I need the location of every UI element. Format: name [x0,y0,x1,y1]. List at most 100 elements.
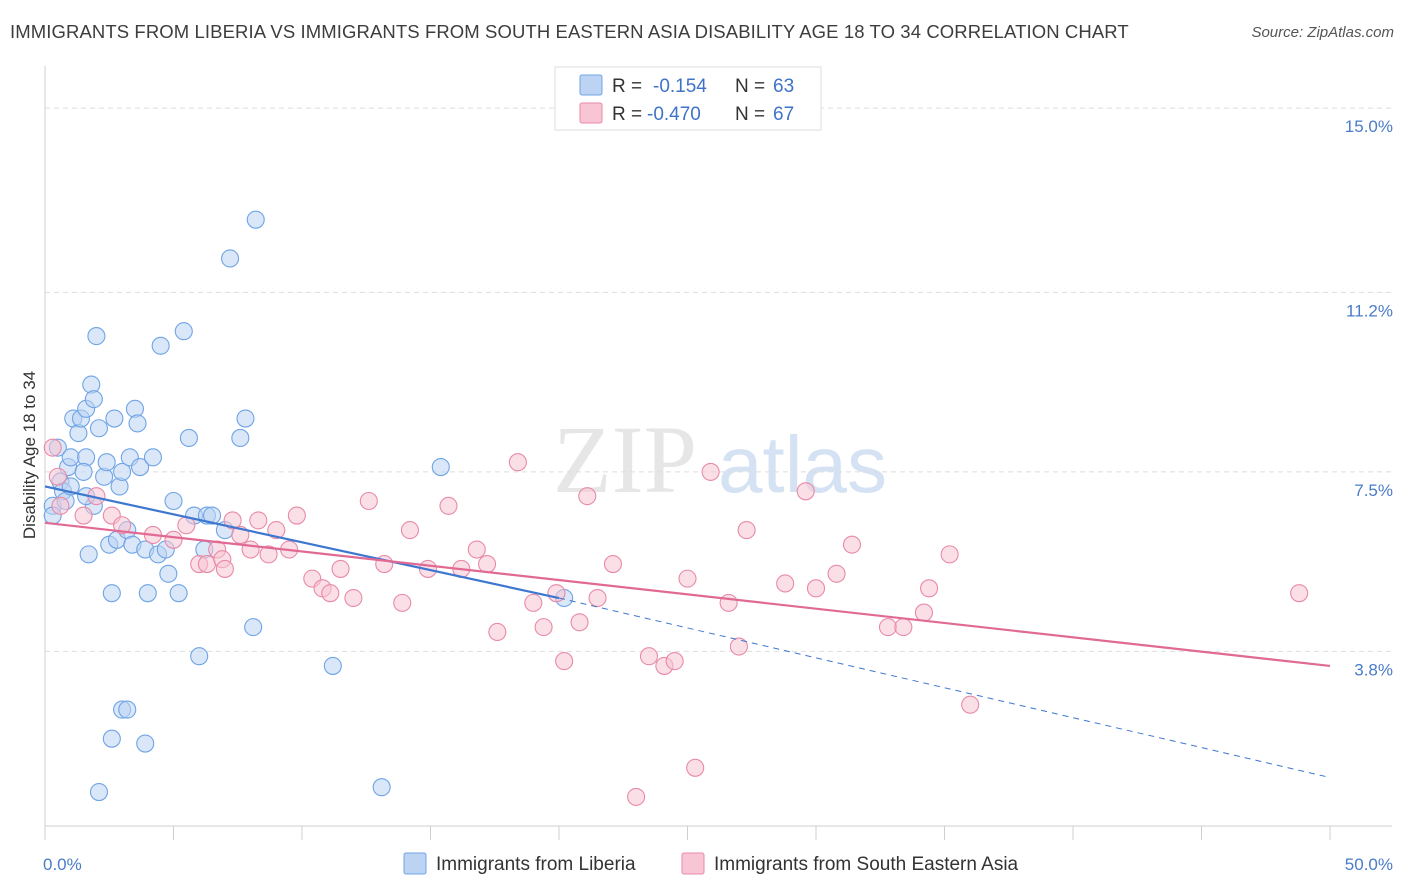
southeast-asia-point [488,622,507,642]
liberia-point [131,458,150,477]
southeast-asia-point [267,521,286,540]
liberia-point [87,327,106,346]
southeast-asia-point [534,618,553,637]
southeast-asia-point [74,506,93,525]
southeast-asia-point [287,506,306,525]
legend-swatch-liberia [579,74,603,96]
legend-n-label-1: N = [735,76,765,97]
liberia-point [151,336,170,355]
legend-swatch-sea [579,102,603,124]
southeast-asia-point [878,618,898,637]
legend-r-value-1: -0.154 [653,76,707,97]
southeast-asia-point [477,555,497,574]
liberia-point [169,584,188,603]
liberia-point [105,409,124,428]
liberia-trend-line [44,485,560,600]
x-tick-labels: 0.0% 50.0% [43,855,1393,874]
liberia-point [174,322,193,341]
southeast-asia-point [776,574,795,593]
liberia-point [89,419,109,438]
y-tick-label: 3.8% [1354,660,1393,679]
legend-n-value-2: 67 [773,104,794,125]
chart-title: IMMIGRANTS FROM LIBERIA VS IMMIGRANTS FR… [10,21,1129,42]
southeast-asia-point [570,613,589,632]
southeast-asia-point [701,462,720,481]
liberia-point [236,409,255,428]
trend-lines [44,485,1331,778]
source-credit: Source: ZipAtlas.com [1251,24,1394,41]
southeast-asia-point [197,555,216,574]
southeast-asia-point [842,535,862,554]
southeast-asia-point [400,521,419,540]
southeast-asia-point [678,569,697,588]
legend-n-value-1: 63 [773,76,794,97]
y-tick-label: 15.0% [1345,117,1393,136]
y-tick-label: 11.2% [1346,301,1393,320]
southeast-asia-point [359,491,378,511]
liberia-point [102,584,121,603]
x-tick-label: 0.0% [43,855,82,874]
southeast-asia-point [639,647,659,666]
legend-box: R = -0.154 N = 63 R = -0.470 N = 67 [554,66,822,131]
liberia-point [164,491,183,511]
y-tick-labels: 3.8% 7.5% 11.2% 15.0% [1345,117,1393,679]
liberia-point [246,210,265,229]
liberia-point [159,564,178,583]
bottom-legend-swatch-sea [681,852,705,875]
southeast-asia-point [524,593,543,612]
liberia-point [102,729,121,748]
legend-n-label-2: N = [735,104,765,125]
liberia-point [61,448,80,467]
liberia-point [179,428,198,447]
liberia-point [143,448,162,467]
southeast-asia-point [215,559,234,578]
liberia-point [231,428,250,447]
bottom-legend-swatch-liberia [403,852,427,875]
southeast-asia-point [729,637,748,656]
liberia-point [84,390,103,409]
watermark-zip: ZIP [553,406,697,513]
bottom-legend-label-liberia: Immigrants from Liberia [436,854,636,875]
southeast-asia-point [603,555,623,574]
liberia-trend-extension [558,597,1331,778]
y-tick-label: 7.5% [1354,481,1393,500]
data-points [43,210,1309,806]
southeast-asia-point [920,579,939,598]
southeast-asia-point [467,540,486,559]
legend-r-label-1: R = [612,76,642,97]
liberia-point [323,656,342,675]
southeast-asia-point [686,758,705,777]
southeast-asia-point [1290,584,1309,603]
liberia-point [138,584,157,603]
liberia-point [190,647,209,666]
southeast-asia-point [164,530,183,549]
x-tick-label: 50.0% [1345,855,1393,874]
bottom-legend: Immigrants from Liberia Immigrants from … [403,852,1019,875]
liberia-point [220,249,240,268]
southeast-asia-point [588,588,607,608]
southeast-asia-point [719,593,738,612]
southeast-asia-point [51,496,70,515]
southeast-asia-point [827,564,846,583]
southeast-asia-point [113,516,132,535]
liberia-point [431,458,450,477]
southeast-asia-point [796,482,815,501]
liberia-point [128,414,147,433]
liberia-point [97,453,116,472]
liberia-point [136,734,155,753]
southeast-asia-point [508,453,527,472]
southeast-asia-point [578,487,597,506]
liberia-point [118,700,137,719]
y-axis-label: Disability Age 18 to 34 [20,371,39,539]
southeast-asia-point [914,603,933,622]
southeast-asia-point [249,511,268,530]
southeast-asia-point [940,545,959,564]
liberia-point [79,545,98,564]
gridlines [45,107,1392,652]
liberia-point [372,778,391,797]
southeast-asia-point [806,579,826,598]
southeast-asia-point [894,618,913,637]
southeast-asia-point [48,467,67,486]
liberia-point [89,782,109,802]
